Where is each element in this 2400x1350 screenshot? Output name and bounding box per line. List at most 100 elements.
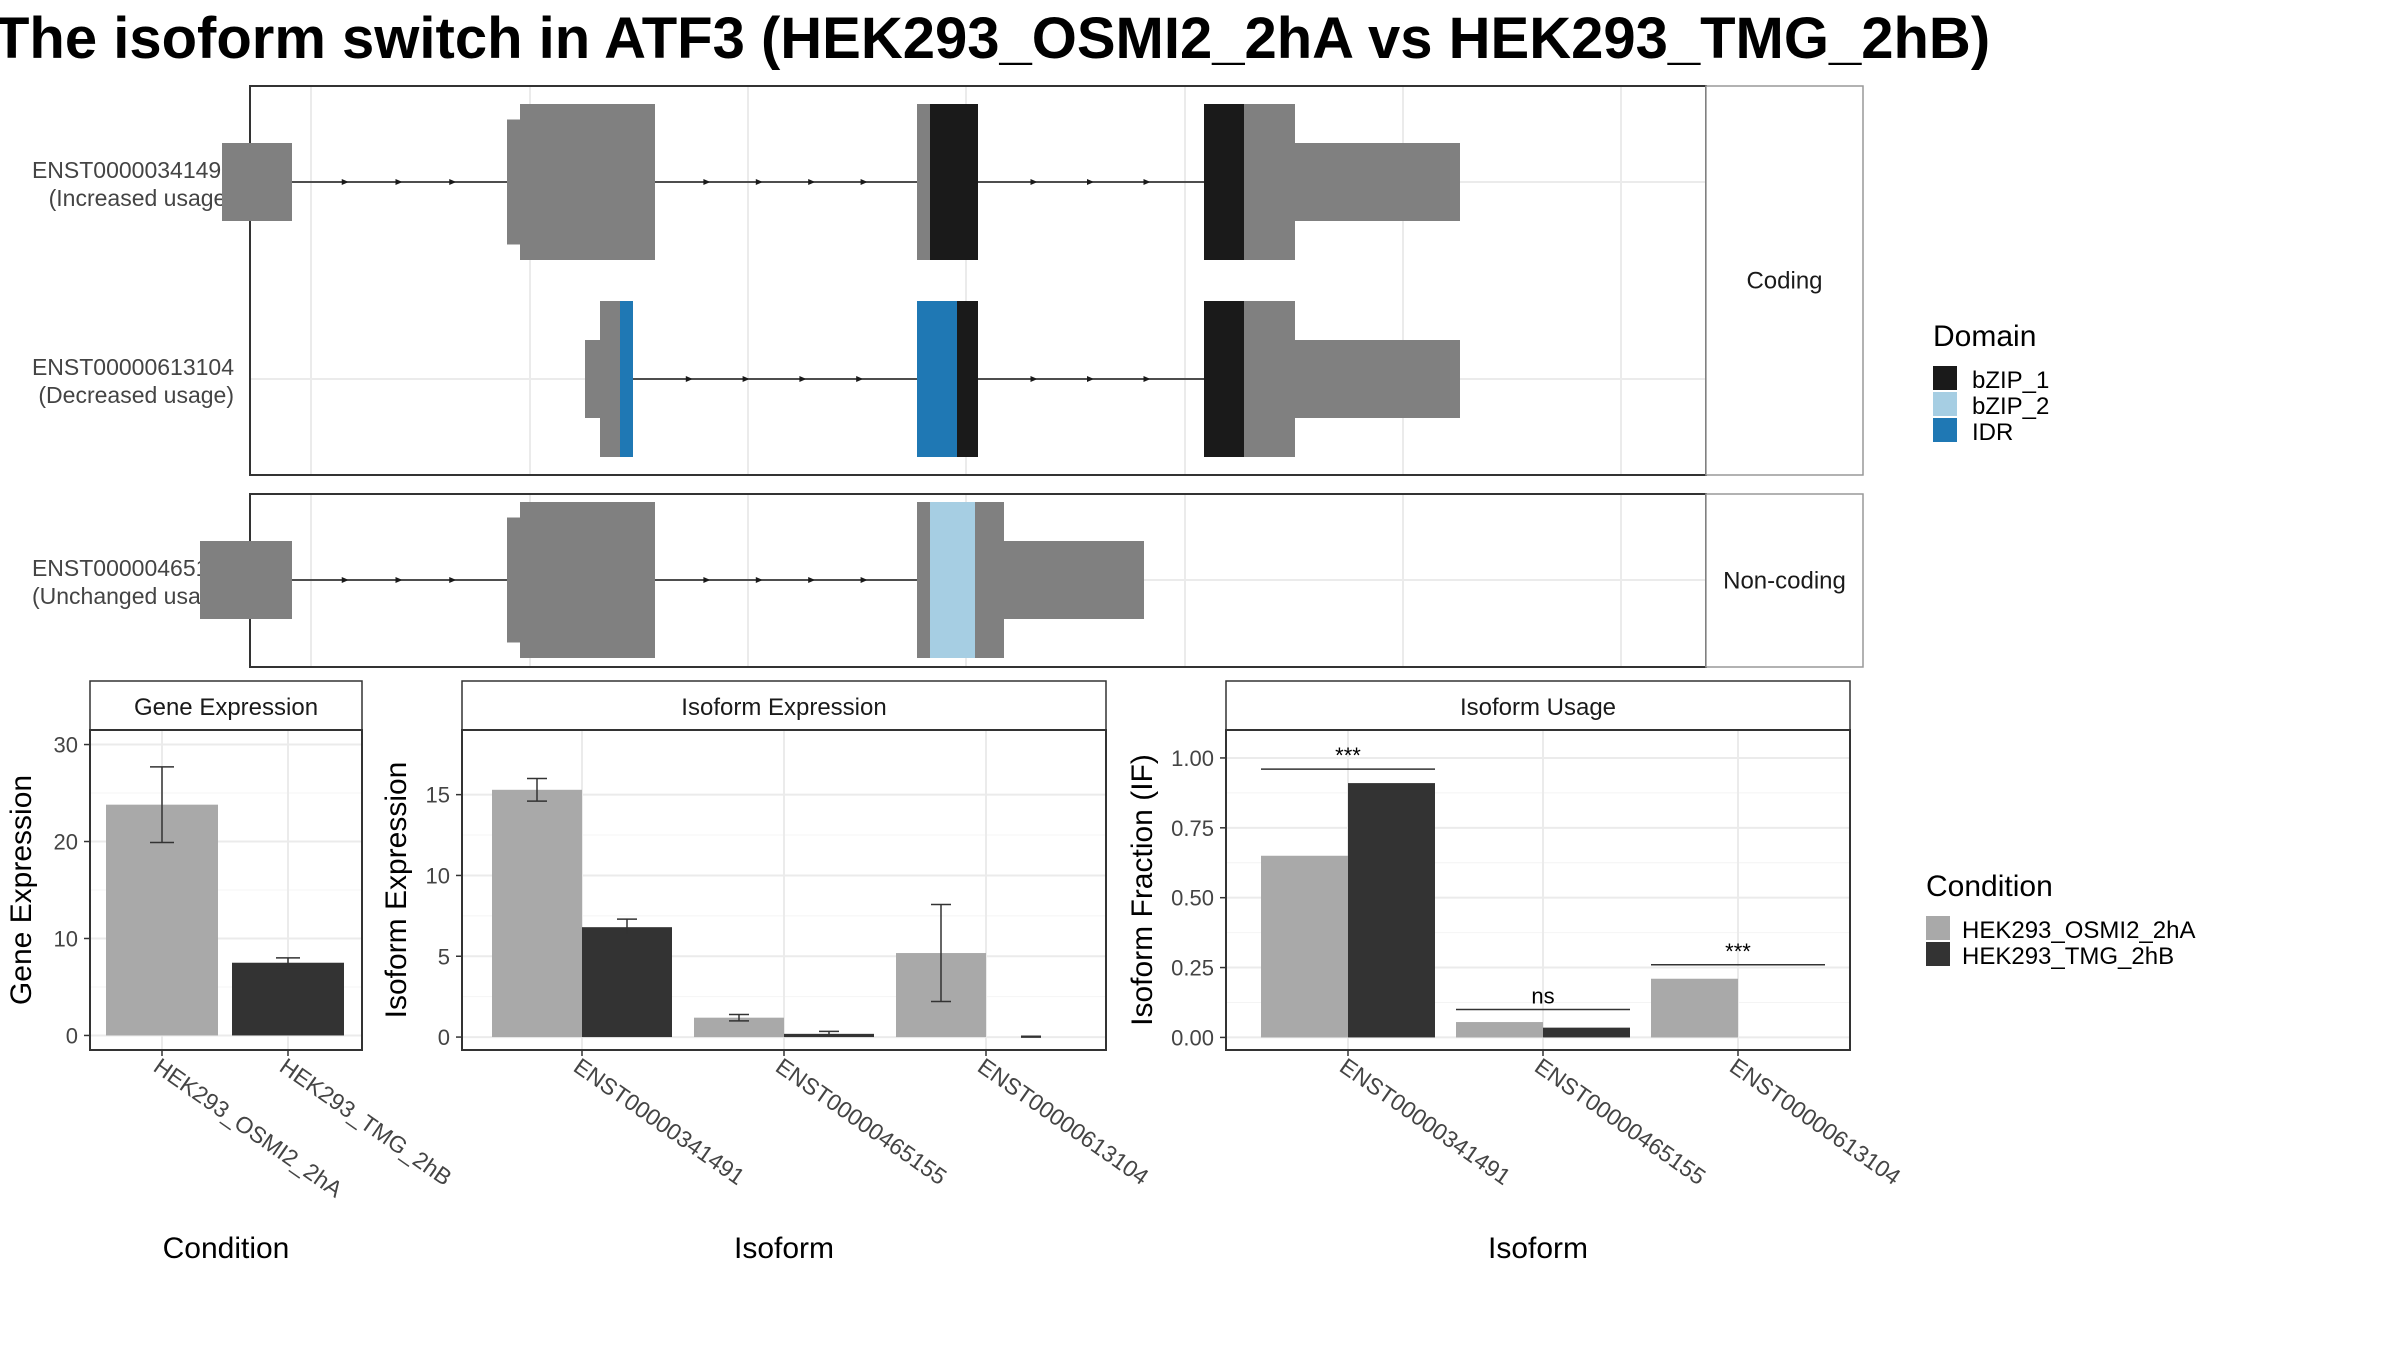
legend-label-bzip2: bZIP_2	[1972, 393, 2049, 420]
domain-bzip2	[930, 502, 975, 658]
domain-bzip1	[1204, 104, 1244, 260]
panel-title: Isoform Expression	[681, 694, 886, 721]
y-tick-label: 30	[54, 733, 78, 758]
panel-strip	[1225, 680, 1851, 731]
domain-legend-title: Domain	[1933, 320, 2036, 353]
bar-panel-isoform-usage: Isoform Usage 0.00 0.25 0.50 0.75 1.00 *** ns **…	[1126, 680, 1906, 1265]
y-tick-label: 0	[438, 1025, 450, 1050]
significance-marker: ns	[1456, 983, 1630, 1011]
intron-arrow	[703, 179, 711, 185]
condition-legend-title: Condition	[1926, 870, 2053, 903]
significance-marker: ***	[1651, 939, 1825, 966]
exon-block	[520, 502, 655, 658]
intron-arrow	[1030, 376, 1038, 382]
legend-label-osmi2: HEK293_OSMI2_2hA	[1962, 917, 2195, 944]
intron-arrow	[449, 577, 457, 583]
y-axis-title: Gene Expression	[5, 775, 38, 1005]
y-tick-label: 10	[54, 926, 78, 951]
y-tick-label: 0.25	[1171, 956, 1214, 981]
x-tick-label: ENST00000465155	[1530, 1053, 1710, 1190]
intron-arrow	[856, 376, 864, 382]
error-bar	[819, 1030, 839, 1037]
panel-title: Gene Expression	[134, 694, 318, 721]
y-tick-label: 0.75	[1171, 816, 1214, 841]
structure-strip-label: Non-coding	[1723, 568, 1846, 595]
intron-arrow	[755, 577, 763, 583]
figure-title: The isoform switch in ATF3 (HEK293_OSMI2…	[0, 6, 1990, 71]
significance-marker: ***	[1261, 743, 1435, 770]
intron-arrow	[703, 577, 711, 583]
y-axis-title: Isoform Expression	[380, 762, 413, 1019]
x-tick-label: ENST00000341491	[569, 1053, 749, 1190]
panel-border	[89, 729, 363, 1051]
exon-block	[1295, 340, 1460, 418]
domain-idr	[620, 301, 633, 457]
y-axis-title: Isoform Fraction (IF)	[1126, 754, 1159, 1026]
intron-arrow	[1030, 179, 1038, 185]
bar	[492, 789, 582, 1038]
domain-legend: Domain bZIP_1 bZIP_2 IDR	[1933, 320, 2049, 446]
y-tick-label: 0	[66, 1023, 78, 1048]
x-axis-title: Isoform	[734, 1232, 834, 1265]
intron-arrow	[1087, 376, 1094, 382]
exon-block	[520, 104, 655, 260]
legend-key-tmg	[1926, 942, 1950, 966]
error-bar	[617, 918, 637, 937]
intron-arrow	[860, 577, 868, 583]
intron-arrow	[755, 179, 763, 185]
legend-key-bzip2	[1933, 392, 1957, 416]
domain-bzip1	[930, 104, 978, 260]
intron-arrow	[742, 376, 750, 382]
x-axis-title: Isoform	[1488, 1232, 1588, 1265]
exon-block	[222, 143, 292, 221]
transcript-id-label: ENST00000613104	[32, 354, 234, 380]
transcript-ENST00000341491: ENST00000341491(Increased usage)	[32, 104, 1460, 260]
bar	[1651, 978, 1738, 1038]
bar	[1543, 1027, 1630, 1038]
x-axis-title: Condition	[163, 1232, 290, 1265]
bar	[1456, 1022, 1543, 1038]
domain-bzip1	[1204, 301, 1244, 457]
y-tick-label: 0.00	[1171, 1025, 1214, 1050]
intron-arrow	[808, 179, 816, 185]
panel-title: Isoform Usage	[1460, 694, 1616, 721]
error-bar	[150, 766, 174, 844]
structure-panel-1: Non-coding ENST00000465155(Unchanged usag…	[32, 493, 1864, 668]
exon-block	[917, 104, 930, 260]
exon-block	[917, 502, 930, 658]
intron-arrow	[1143, 179, 1151, 185]
x-tick-label: ENST00000465155	[771, 1053, 951, 1190]
transcript-usage-label: (Decreased usage)	[38, 382, 234, 408]
transcript-ENST00000465155: ENST00000465155(Unchanged usage)	[32, 502, 1144, 658]
intron-arrow	[799, 376, 807, 382]
error-bar	[729, 1013, 749, 1022]
significance-label: ***	[1335, 743, 1361, 768]
expression-bar-panels: Gene Expression0102030HEK293_OSMI2_2hAHE…	[5, 680, 1906, 1265]
intron-arrow	[341, 577, 349, 583]
exon-block	[585, 340, 600, 418]
bar	[1261, 855, 1348, 1038]
error-bar	[276, 957, 300, 969]
panel-strip	[461, 680, 1107, 731]
panel-border	[1225, 729, 1851, 1051]
intron-arrow	[341, 179, 349, 185]
intron-arrow	[449, 179, 457, 185]
intron-arrow	[395, 577, 403, 583]
transcript-id-label: ENST00000341491	[32, 157, 234, 183]
exon-block	[1244, 301, 1295, 457]
exon-block	[1244, 104, 1295, 260]
bar	[232, 962, 344, 1036]
legend-label-tmg: HEK293_TMG_2hB	[1962, 943, 2174, 970]
error-bar	[1021, 1035, 1041, 1038]
legend-key-idr	[1933, 418, 1957, 442]
exon-block	[507, 119, 520, 245]
intron-arrow	[1087, 179, 1094, 185]
intron-arrow	[860, 179, 868, 185]
legend-label-bzip1: bZIP_1	[1972, 367, 2049, 394]
exon-block	[1295, 143, 1460, 221]
domain-bzip1	[957, 301, 978, 457]
domain-idr	[917, 301, 957, 457]
